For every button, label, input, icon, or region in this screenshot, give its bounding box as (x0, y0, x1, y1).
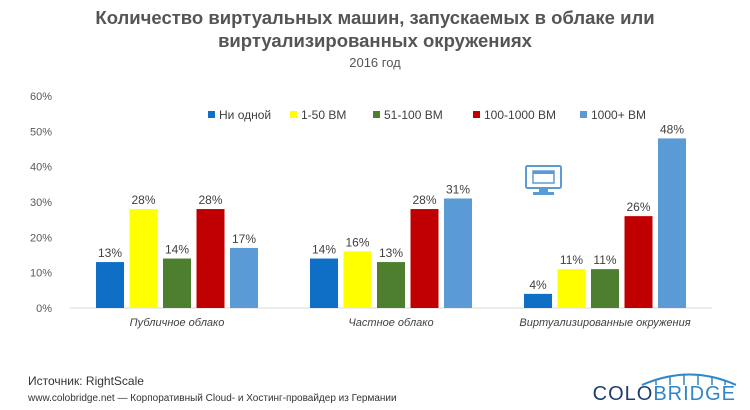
data-label: 31% (446, 182, 470, 196)
bar (444, 198, 472, 308)
bar-chart: 0% 10% 20% 30% 40% 50% 60% 13% 28% 14% 28% 17% Публи… (30, 91, 712, 329)
y-tick-label: 40% (30, 162, 52, 174)
data-label: 13% (379, 246, 403, 260)
bridge-arc-icon (641, 373, 736, 386)
data-label: 11% (593, 253, 616, 267)
data-label: 14% (312, 243, 336, 257)
source-note: Источник: RightScale (28, 374, 144, 388)
x-category-label: Публичное облако (130, 317, 225, 329)
footer-link[interactable]: www.colobridge.net — Корпоративный Cloud… (28, 393, 397, 404)
bar (310, 258, 338, 308)
logo-part1: COLO (592, 383, 654, 405)
x-category-label: Виртуализированные окружения (519, 317, 690, 329)
legend-swatch (208, 111, 215, 118)
logo-part2: BRIDGE (653, 383, 736, 405)
bar (129, 209, 158, 308)
chart-subtitle: 2016 год (349, 55, 401, 70)
data-label: 13% (98, 246, 122, 260)
legend-swatch (473, 111, 480, 118)
bar (410, 209, 439, 308)
y-tick-label: 50% (30, 126, 52, 138)
y-tick-label: 60% (30, 91, 52, 103)
bar (96, 262, 124, 308)
chart-title: Количество виртуальных машин, запускаемы… (0, 6, 750, 52)
bar (624, 216, 653, 308)
legend-label: 1000+ ВМ (591, 108, 646, 122)
data-label: 28% (412, 193, 436, 207)
data-label: 17% (232, 232, 256, 246)
y-tick-label: 30% (30, 197, 52, 209)
y-tick-label: 0% (36, 303, 52, 315)
legend-label: 100-1000 ВМ (484, 108, 556, 122)
data-label: 4% (529, 278, 547, 292)
bar (658, 138, 686, 308)
data-label: 16% (345, 235, 369, 249)
legend-swatch (373, 111, 380, 118)
y-tick-label: 10% (30, 268, 52, 280)
bar (343, 251, 372, 308)
data-label: 28% (198, 193, 222, 207)
chart-title-line1: Количество виртуальных машин, запускаемы… (95, 7, 655, 28)
x-category-label: Частное облако (348, 317, 433, 329)
bar (591, 269, 619, 308)
colobridge-logo: COLOBRIDGE (593, 370, 736, 406)
bar (524, 293, 552, 308)
chart-title-line2: виртуализированных окружениях (218, 30, 532, 51)
data-label: 28% (131, 193, 155, 207)
data-label: 14% (165, 243, 189, 257)
y-tick-label: 20% (30, 232, 52, 244)
bar (377, 262, 405, 308)
legend-label: Ни одной (219, 108, 271, 122)
monitor-icon (525, 165, 562, 195)
data-label: 26% (626, 200, 650, 214)
bar (163, 258, 191, 308)
legend-label: 51-100 ВМ (384, 108, 443, 122)
legend-swatch (580, 111, 587, 118)
bar (196, 209, 225, 308)
bar (557, 269, 586, 308)
legend-label: 1-50 ВМ (301, 108, 346, 122)
legend-swatch (290, 111, 297, 118)
bar (230, 247, 258, 308)
data-label: 11% (560, 253, 583, 267)
logo-text: COLOBRIDGE (593, 383, 736, 406)
data-label: 48% (660, 122, 684, 136)
